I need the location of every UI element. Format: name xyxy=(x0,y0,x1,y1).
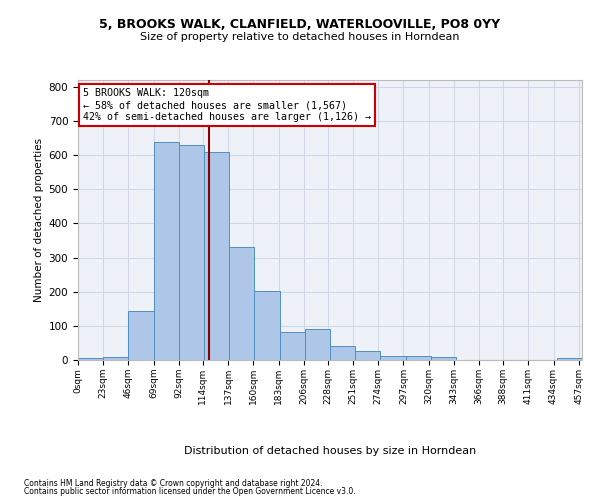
Bar xyxy=(78,358,103,360)
Bar xyxy=(431,358,456,360)
Bar xyxy=(229,248,254,360)
X-axis label: Distribution of detached houses by size in Horndean: Distribution of detached houses by size … xyxy=(184,446,476,456)
Bar xyxy=(280,332,305,360)
Bar xyxy=(128,311,154,360)
Text: Contains HM Land Registry data © Crown copyright and database right 2024.: Contains HM Land Registry data © Crown c… xyxy=(24,478,323,488)
Bar xyxy=(330,346,355,360)
Bar xyxy=(179,144,204,360)
Bar xyxy=(204,152,229,360)
Text: Size of property relative to detached houses in Horndean: Size of property relative to detached ho… xyxy=(140,32,460,42)
Bar xyxy=(380,356,406,360)
Text: 5, BROOKS WALK, CLANFIELD, WATERLOOVILLE, PO8 0YY: 5, BROOKS WALK, CLANFIELD, WATERLOOVILLE… xyxy=(100,18,500,30)
Y-axis label: Number of detached properties: Number of detached properties xyxy=(34,138,44,302)
Bar xyxy=(557,358,582,360)
Text: 5 BROOKS WALK: 120sqm
← 58% of detached houses are smaller (1,567)
42% of semi-d: 5 BROOKS WALK: 120sqm ← 58% of detached … xyxy=(83,88,371,122)
Bar xyxy=(305,329,330,360)
Bar xyxy=(154,142,179,360)
Bar xyxy=(103,358,128,360)
Bar xyxy=(406,356,431,360)
Bar xyxy=(254,292,280,360)
Bar xyxy=(355,352,380,360)
Text: Contains public sector information licensed under the Open Government Licence v3: Contains public sector information licen… xyxy=(24,487,356,496)
